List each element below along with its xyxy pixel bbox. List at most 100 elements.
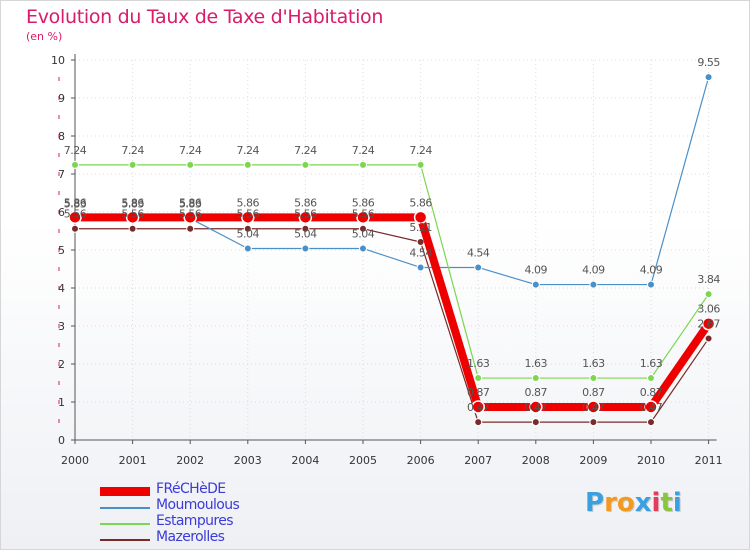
data-point [186, 224, 195, 233]
logo-letter: r [604, 488, 617, 518]
logo-letter: o [616, 488, 635, 518]
legend-swatch-mazerolles [100, 539, 150, 541]
data-point [243, 160, 252, 169]
data-point [359, 224, 367, 233]
data-label: 0.47 [640, 401, 663, 414]
data-point [413, 210, 428, 225]
data-point [704, 334, 713, 343]
data-label: 7.24 [121, 144, 144, 157]
chart-subtitle: (en %) [26, 30, 63, 43]
data-label: 0.47 [467, 401, 490, 414]
data-label: 5.86 [237, 196, 260, 209]
data-point [701, 316, 716, 331]
data-point [183, 210, 197, 225]
y-tick-label: 8 [58, 130, 65, 143]
data-point [186, 160, 195, 169]
x-tick-label: 2006 [407, 454, 435, 467]
data-label: 4.54 [467, 246, 490, 259]
data-label: 7.24 [409, 144, 432, 157]
data-label: 4.54 [409, 246, 432, 259]
data-label: 5.86 [294, 196, 317, 209]
y-tick-label: 4 [58, 282, 65, 295]
data-point [471, 400, 485, 414]
legend-item-moumoulous[interactable]: Moumoulous [100, 497, 360, 516]
data-label: 2.67 [697, 318, 720, 331]
legend: FRéCHèDE Moumoulous Estampures Mazerolle… [100, 481, 360, 548]
data-label: 5.56 [352, 208, 375, 221]
legend-label-moumoulous: Moumoulous [156, 497, 240, 513]
data-label: 0.87 [582, 386, 605, 399]
y-tick-label: 5 [58, 244, 65, 257]
logo-letter: x [634, 488, 652, 518]
x-tick-label: 2011 [695, 454, 723, 467]
data-point [474, 263, 483, 272]
data-label: 5.83 [179, 197, 202, 210]
x-tick-label: 2001 [119, 454, 147, 467]
data-label: 4.09 [640, 264, 663, 277]
data-point [243, 224, 252, 233]
legend-swatch-frechede [100, 487, 150, 496]
data-label: 5.04 [237, 227, 260, 240]
data-point [243, 244, 252, 253]
data-label: 3.06 [697, 303, 720, 316]
data-point [704, 290, 713, 299]
data-label: 1.63 [640, 357, 663, 370]
data-point [359, 160, 367, 169]
data-label: 5.56 [294, 208, 317, 221]
x-tick-label: 2005 [349, 454, 377, 467]
x-tick-label: 2004 [291, 454, 319, 467]
legend-item-mazerolles[interactable]: Mazerolles [100, 529, 360, 548]
data-label: 4.09 [582, 264, 605, 277]
data-label: 5.04 [294, 227, 317, 240]
logo-letter: P [585, 488, 605, 518]
logo-letter: i [651, 488, 661, 518]
data-point [474, 418, 483, 427]
x-tick-label: 2003 [234, 454, 262, 467]
y-tick-label: 6 [58, 206, 65, 219]
data-point [301, 224, 310, 233]
data-point [71, 224, 79, 233]
data-point [68, 210, 82, 225]
series-line-moumoulous [75, 76, 710, 286]
data-label: 0.87 [467, 386, 490, 399]
x-tick-label: 2008 [522, 454, 550, 467]
data-point [647, 374, 655, 383]
data-point [125, 210, 140, 225]
data-label: 5.21 [409, 221, 432, 234]
y-tick-label: 10 [51, 54, 65, 67]
data-label: 5.86 [179, 196, 202, 209]
data-point [416, 263, 425, 272]
data-label: 0.47 [582, 401, 605, 414]
data-label: 0.47 [525, 401, 548, 414]
data-label: 0.87 [525, 386, 548, 399]
data-label: 5.83 [121, 197, 144, 210]
data-label: 5.86 [64, 196, 87, 209]
logo-letter: t [660, 488, 673, 518]
data-label: 5.86 [352, 196, 375, 209]
y-tick-label: 2 [58, 358, 65, 371]
data-label: 5.04 [352, 227, 375, 240]
x-tick-label: 2000 [61, 454, 89, 467]
legend-item-frechede[interactable]: FRéCHèDE [100, 481, 360, 500]
x-tick-label: 2010 [637, 454, 665, 467]
data-point [71, 160, 79, 169]
data-label: 1.63 [467, 357, 490, 370]
data-point [356, 210, 370, 225]
data-label: 0.87 [640, 386, 663, 399]
data-label: 7.24 [294, 144, 317, 157]
legend-label-mazerolles: Mazerolles [156, 529, 225, 545]
data-label: 7.24 [64, 144, 87, 157]
x-tick-label: 2009 [579, 454, 607, 467]
data-point [531, 280, 540, 289]
data-label: 7.24 [179, 144, 202, 157]
legend-item-estampures[interactable]: Estampures [100, 513, 360, 532]
y-tick-label: 9 [58, 92, 65, 105]
data-label: 7.24 [352, 144, 375, 157]
data-point [416, 160, 425, 169]
data-point [589, 374, 598, 383]
data-label: 5.56 [121, 208, 144, 221]
data-point [474, 374, 483, 383]
data-label: 5.56 [179, 208, 202, 221]
